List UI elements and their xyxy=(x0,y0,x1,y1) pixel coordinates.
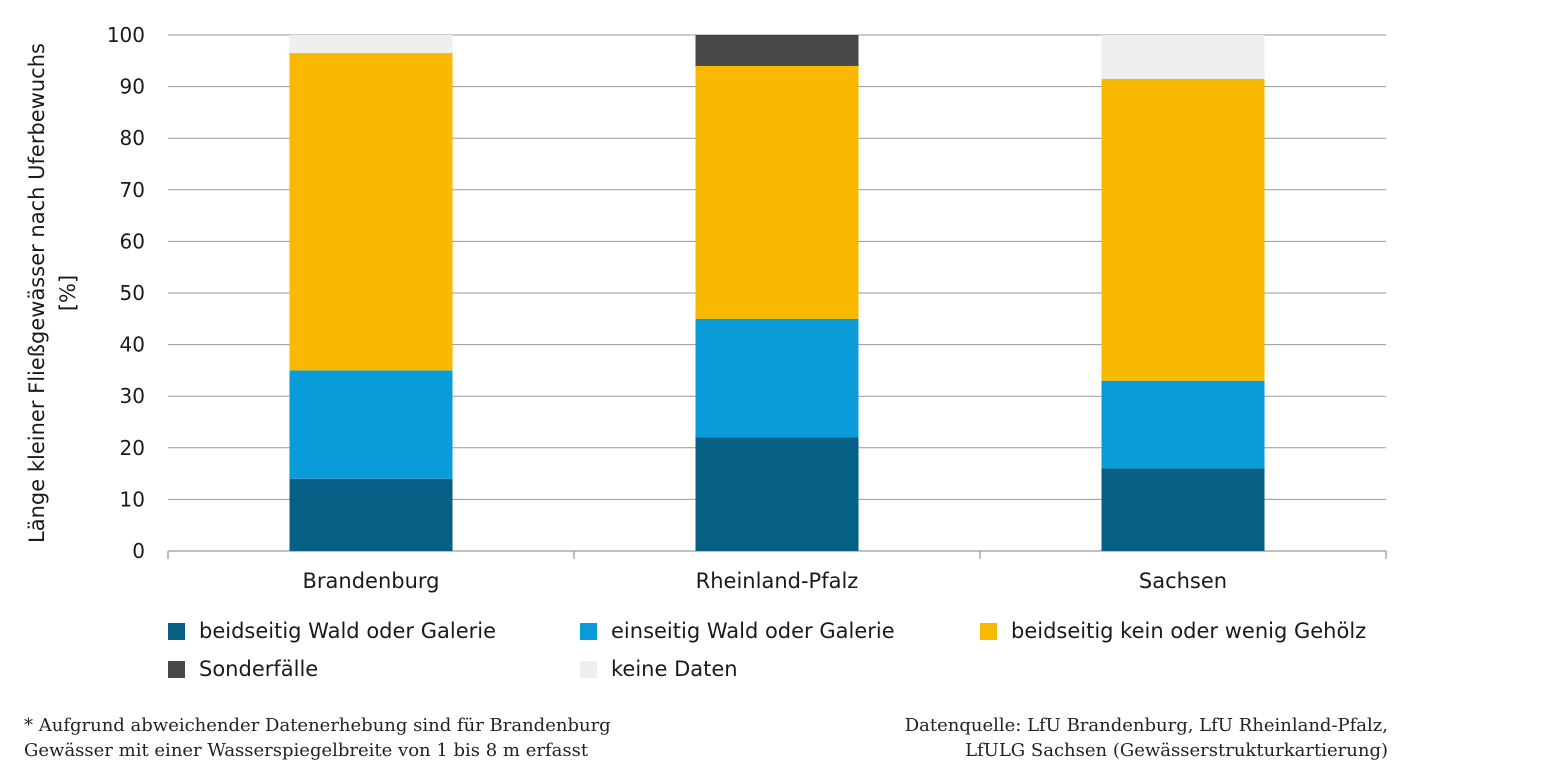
legend-label: beidseitig Wald oder Galerie xyxy=(199,619,497,643)
legend-swatch xyxy=(168,660,185,678)
y-tick-label: 30 xyxy=(120,384,145,408)
y-tick-label: 0 xyxy=(132,539,145,563)
y-axis-label-line-1: Länge kleiner Fließgewässer nach Uferbew… xyxy=(25,43,49,543)
y-tick-label: 40 xyxy=(120,333,145,357)
legend-item-keine-daten: keine Daten xyxy=(580,655,738,683)
data-source-line-2: LfULG Sachsen (Gewässerstrukturkartierun… xyxy=(965,740,1388,761)
legend-swatch xyxy=(580,622,597,640)
y-tick-label: 80 xyxy=(120,126,145,150)
legend-item-sonderfaelle: Sonderfälle xyxy=(168,655,318,683)
x-category-label: Sachsen xyxy=(1139,569,1227,593)
y-tick-label: 90 xyxy=(120,75,145,99)
y-tick-label: 100 xyxy=(107,23,145,47)
bar-segment xyxy=(289,53,453,371)
x-category-label: Brandenburg xyxy=(302,569,439,593)
legend-label: beidseitig kein oder wenig Gehölz xyxy=(1011,619,1367,643)
bar-segment xyxy=(289,370,453,479)
y-tick-label: 20 xyxy=(120,436,145,460)
stacked-bar-chart: 0 10 20 30 40 50 60 70 80 90 100 Brandenburg Rheinla… xyxy=(25,23,1387,593)
y-tick-label: 10 xyxy=(120,487,145,511)
chart-legend: beidseitig Wald oder Galerie einseitig W… xyxy=(168,617,1398,687)
y-tick-label: 70 xyxy=(120,178,145,202)
data-source-line-1: Datenquelle: LfU Brandenburg, LfU Rheinl… xyxy=(904,715,1388,736)
legend-label: einseitig Wald oder Galerie xyxy=(611,619,895,643)
legend-label: keine Daten xyxy=(611,657,738,681)
bar-segment xyxy=(1101,78,1265,381)
bar-segment xyxy=(1101,468,1265,551)
bar-segment xyxy=(695,318,859,438)
legend-swatch xyxy=(168,622,185,640)
y-tick-label: 50 xyxy=(120,281,145,305)
legend-swatch xyxy=(980,622,997,640)
bar-segment xyxy=(695,437,859,551)
footnote-line-1: * Aufgrund abweichender Datenerhebung si… xyxy=(24,715,611,736)
legend-item-beidseitig-wald: beidseitig Wald oder Galerie xyxy=(168,617,496,645)
legend-item-einseitig-wald: einseitig Wald oder Galerie xyxy=(580,617,895,645)
legend-label: Sonderfälle xyxy=(199,657,319,681)
bar-segment xyxy=(695,35,859,66)
y-tick-label: 60 xyxy=(120,229,145,253)
bar-segment xyxy=(1101,35,1265,79)
x-category-label: Rheinland-Pfalz xyxy=(696,569,859,593)
footnote: * Aufgrund abweichender Datenerhebung si… xyxy=(24,713,611,763)
footnote-line-2: Gewässer mit einer Wasserspiegelbreite v… xyxy=(24,740,589,761)
bar-segment xyxy=(695,65,859,319)
legend-swatch xyxy=(580,660,597,678)
legend-item-kein-gehoelz: beidseitig kein oder wenig Gehölz xyxy=(980,617,1366,645)
bar-segment xyxy=(289,35,453,54)
data-source: Datenquelle: LfU Brandenburg, LfU Rheinl… xyxy=(905,713,1388,763)
y-axis-label-line-2: [%] xyxy=(56,275,80,311)
bar-segment xyxy=(1101,380,1265,469)
bar-segment xyxy=(289,478,453,551)
